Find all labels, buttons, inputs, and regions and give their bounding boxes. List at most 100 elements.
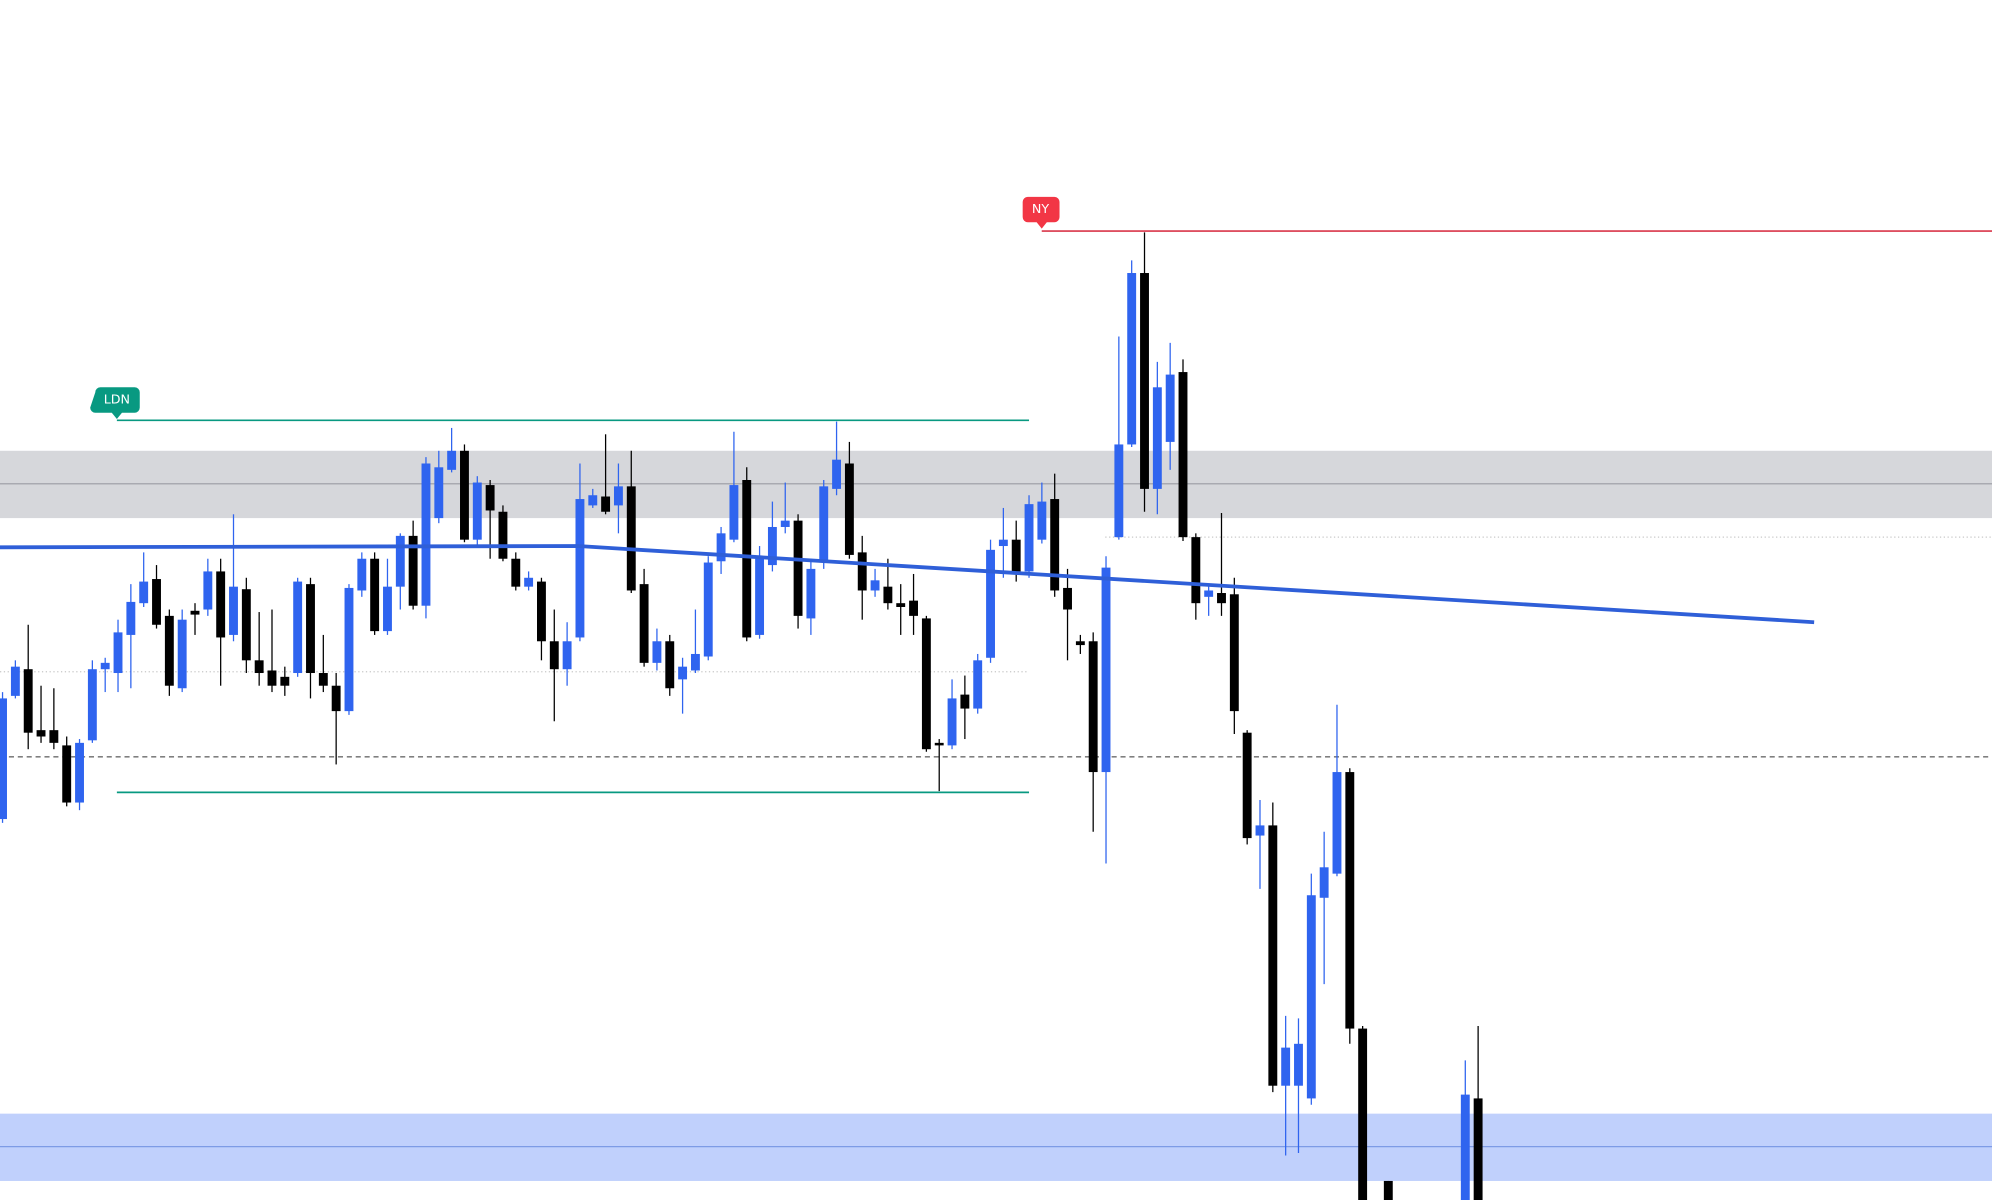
candle-body <box>1281 1047 1291 1086</box>
supply-zone <box>0 450 1992 519</box>
candle-body <box>1358 1028 1368 1200</box>
candle-body <box>549 641 559 670</box>
candle-body <box>1332 772 1342 874</box>
candles <box>0 232 1483 1200</box>
candle-body <box>498 511 508 559</box>
candle-body <box>1063 587 1072 610</box>
candle-body <box>49 730 59 743</box>
candle-body <box>75 742 84 803</box>
candle-body <box>767 526 777 566</box>
candle-body <box>1229 594 1239 712</box>
candle-body <box>626 486 636 591</box>
candle-body <box>511 558 521 587</box>
candle-body <box>1319 867 1329 898</box>
candle-body <box>806 568 816 619</box>
candle-body <box>10 666 20 696</box>
candle-body <box>331 685 341 712</box>
session-label: LDN <box>104 392 130 407</box>
candle-body <box>139 581 149 604</box>
candle-body <box>652 641 662 663</box>
candle-body <box>1011 539 1021 572</box>
session-tag <box>1022 196 1060 229</box>
candle-body <box>755 558 765 635</box>
candle-body <box>716 533 726 562</box>
candle-body <box>357 558 367 591</box>
candle-body <box>690 653 700 671</box>
candle-body <box>254 660 264 674</box>
candle-body <box>998 539 1008 547</box>
candle-body <box>23 669 33 733</box>
candle-body <box>844 463 854 555</box>
candle-body <box>0 698 7 820</box>
candle-body <box>216 571 226 638</box>
session-label: NY <box>1032 201 1049 216</box>
candle-body <box>1345 772 1355 1029</box>
candle-body <box>678 666 688 680</box>
candle-body <box>742 480 752 638</box>
candle-body <box>896 603 906 607</box>
candle-body <box>960 694 970 709</box>
candle-body <box>832 459 842 489</box>
candle-body <box>524 577 534 587</box>
candle-body <box>318 673 328 686</box>
session-tag <box>90 387 140 420</box>
candle-body <box>588 495 598 506</box>
candle-body <box>870 580 880 591</box>
candle-body <box>1473 1098 1483 1200</box>
candle-body <box>1306 895 1316 1099</box>
candle-body <box>934 742 944 746</box>
candle-body <box>421 463 431 606</box>
candle-body <box>472 482 482 540</box>
candle-body <box>36 730 46 737</box>
candle-body <box>177 619 187 689</box>
candle-body <box>909 600 918 616</box>
candle-body <box>383 586 392 632</box>
candle-body <box>1075 641 1085 646</box>
candle-body <box>819 486 829 563</box>
candle-body <box>229 586 238 635</box>
candle-body <box>1127 273 1137 445</box>
candle-body <box>126 601 136 635</box>
candle-body <box>639 584 649 663</box>
candle-body <box>190 610 200 615</box>
candle-body <box>1050 499 1060 591</box>
candle-body <box>665 641 675 689</box>
candle-body <box>1088 641 1098 773</box>
candle-body <box>293 581 303 674</box>
candle-body <box>921 618 931 750</box>
candle-body <box>601 496 611 512</box>
candle-body <box>1383 1180 1393 1200</box>
trend-line <box>0 544 1815 625</box>
candle-body <box>1178 372 1188 538</box>
candle-body <box>562 641 572 670</box>
candle-body <box>1152 387 1162 489</box>
candle-body <box>703 562 713 657</box>
candle-body <box>1242 732 1252 839</box>
candle-body <box>986 549 995 658</box>
candle-body <box>729 485 739 540</box>
candle-body <box>1217 593 1226 604</box>
candle-body <box>113 632 123 674</box>
candle-body <box>947 698 957 746</box>
candle-body <box>447 450 457 470</box>
candle-body <box>1114 444 1124 538</box>
candle-body <box>1204 590 1214 597</box>
candle-body <box>780 520 790 527</box>
candle-body <box>152 579 161 625</box>
candle-body <box>434 467 444 519</box>
candle-body <box>87 669 97 741</box>
candle-body <box>793 520 803 616</box>
candle-body <box>537 581 546 642</box>
candle-body <box>1268 825 1278 1086</box>
candle-body <box>280 676 290 686</box>
candle-body <box>370 558 380 632</box>
candle-body <box>1165 374 1175 442</box>
candle-body <box>613 486 623 506</box>
candle-body <box>1255 825 1265 836</box>
candle-body <box>100 662 110 670</box>
candle-body <box>973 660 983 709</box>
candle-body <box>1191 537 1201 604</box>
candle-body <box>575 499 585 638</box>
